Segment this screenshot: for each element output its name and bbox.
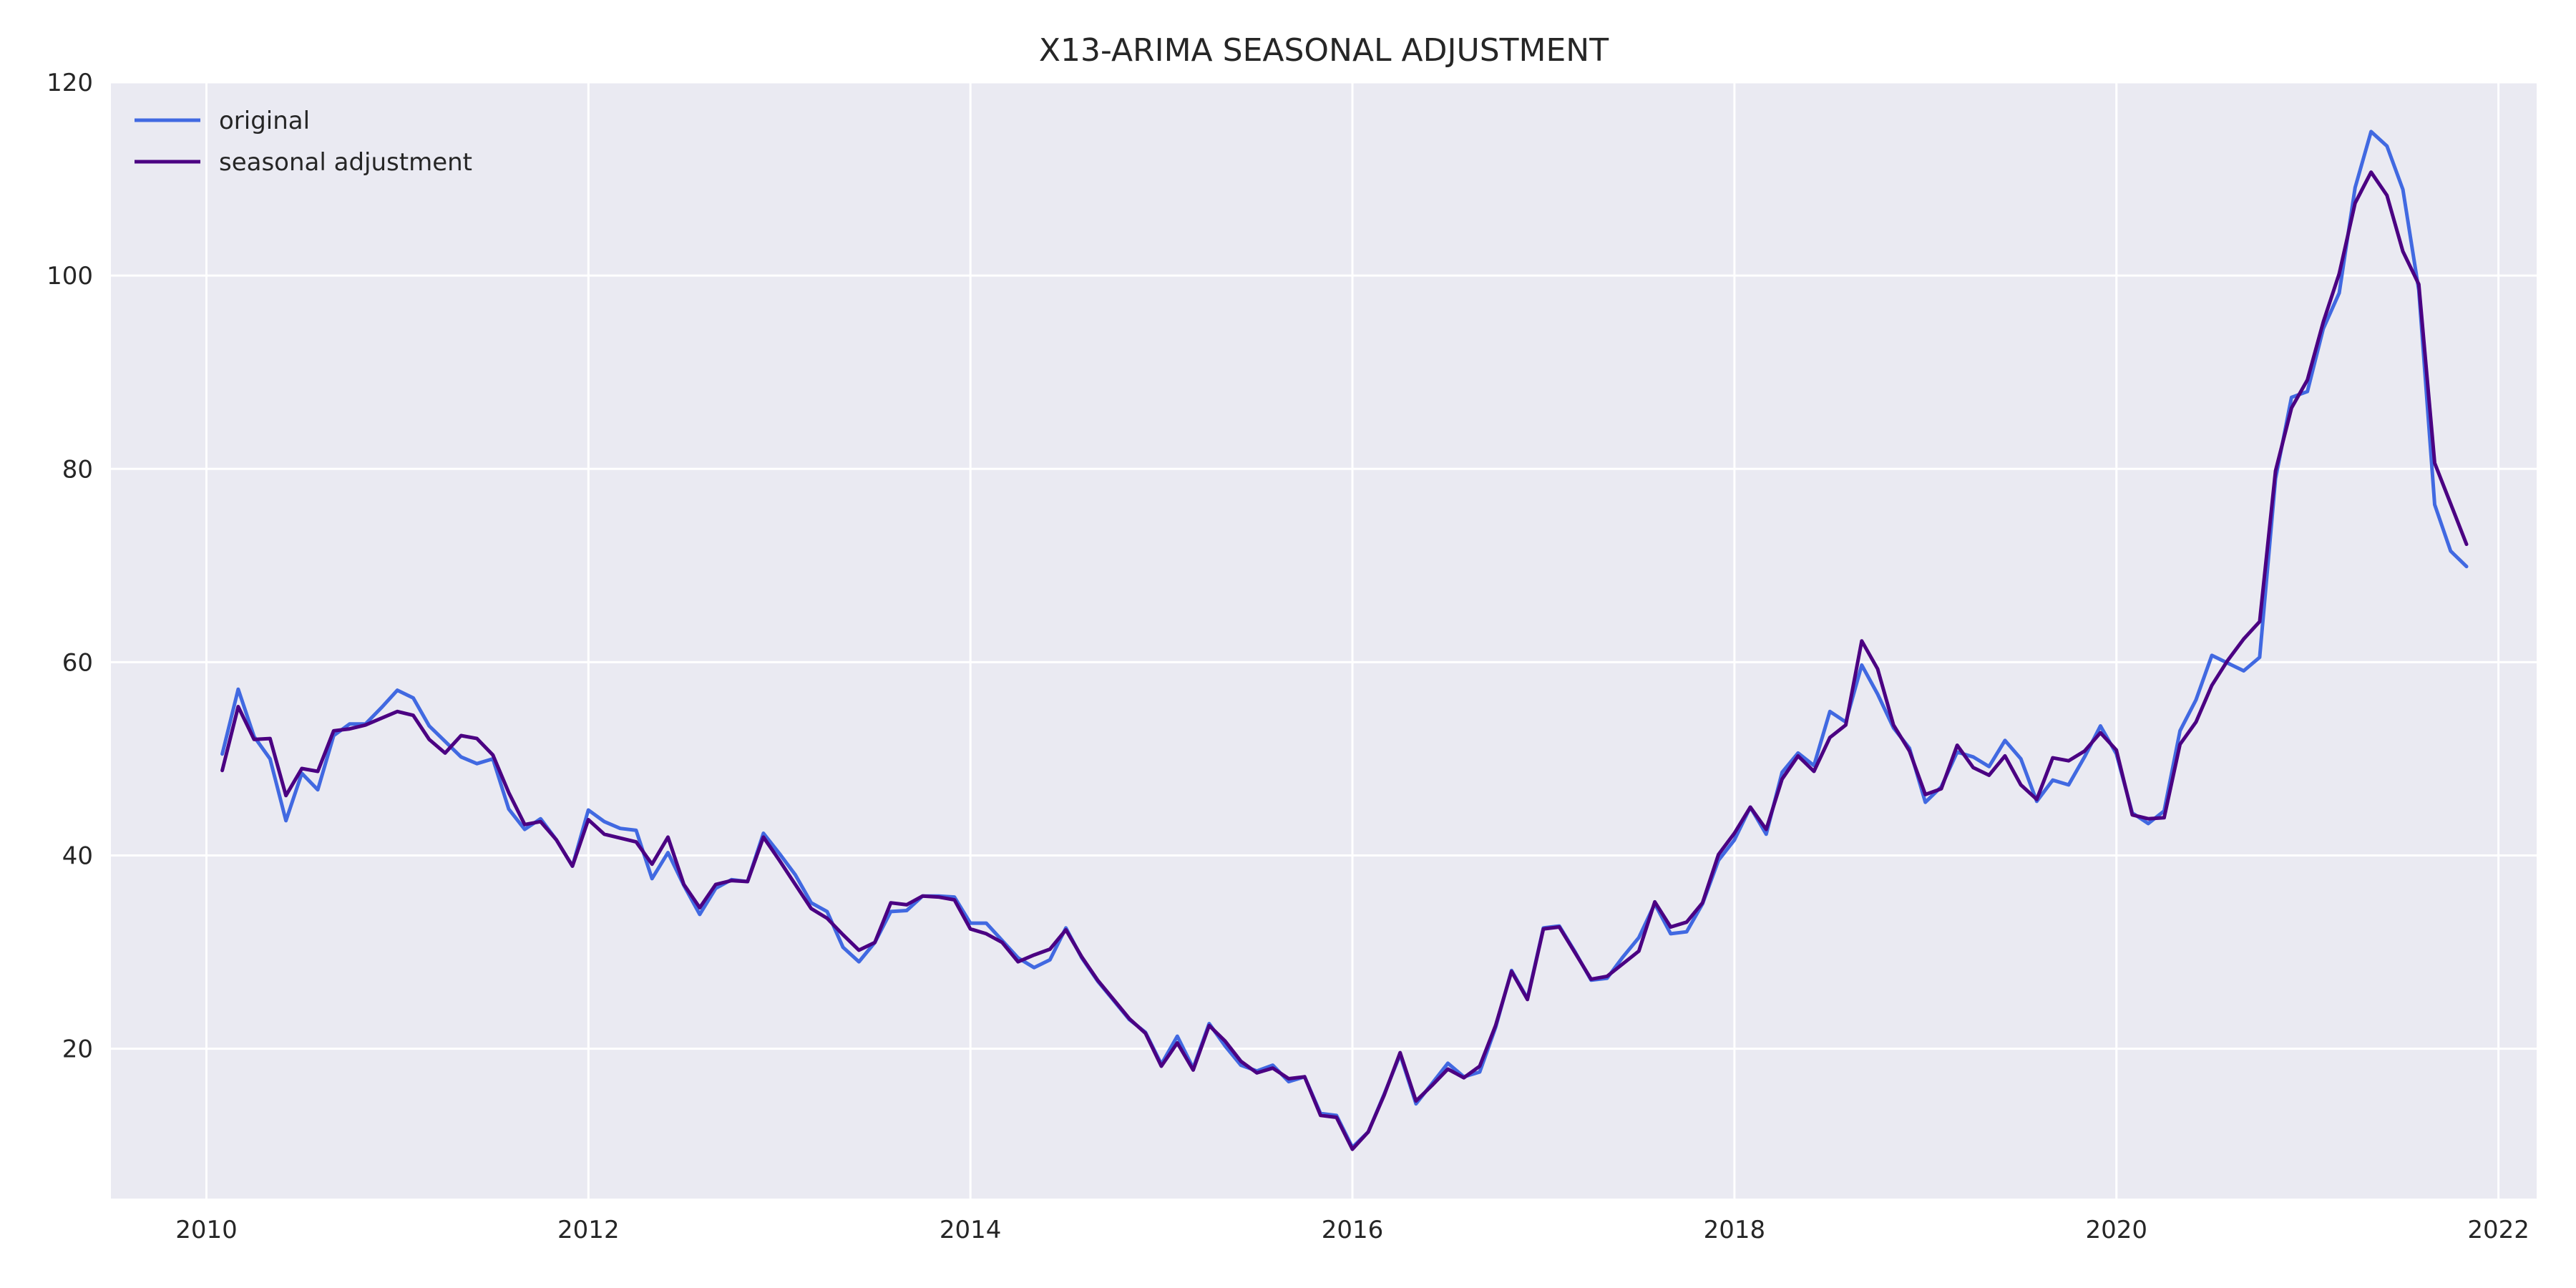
y-tick-label: 80	[62, 455, 93, 484]
chart-title: X13-ARIMA SEASONAL ADJUSTMENT	[1039, 32, 1609, 69]
legend: original seasonal adjustment	[135, 107, 472, 177]
x-tick-label: 2016	[1322, 1216, 1384, 1244]
y-tick-label: 60	[62, 648, 93, 677]
x-tick-label: 2018	[1704, 1216, 1766, 1244]
y-tick-label: 20	[62, 1035, 93, 1064]
legend-label-original: original	[219, 107, 310, 135]
y-axis: 20 40 60 80 100 120	[47, 69, 93, 1064]
x-axis: 2010 2012 2014 2016 2018 2020 2022	[175, 1216, 2529, 1244]
series-line-seasonal-adjustment	[220, 170, 2469, 1151]
y-tick-label: 40	[62, 842, 93, 871]
y-tick-label: 100	[47, 262, 93, 291]
grid	[111, 81, 2537, 1199]
x-tick-label: 2010	[175, 1216, 238, 1244]
legend-label-seasonal-adjustment: seasonal adjustment	[219, 148, 472, 177]
x-tick-label: 2014	[940, 1216, 1002, 1244]
y-tick-label: 120	[47, 69, 93, 97]
series-layer	[220, 130, 2469, 1151]
x-tick-label: 2022	[2467, 1216, 2529, 1244]
plot-background	[111, 82, 2537, 1199]
x-tick-label: 2020	[2085, 1216, 2147, 1244]
x-tick-label: 2012	[557, 1216, 620, 1244]
